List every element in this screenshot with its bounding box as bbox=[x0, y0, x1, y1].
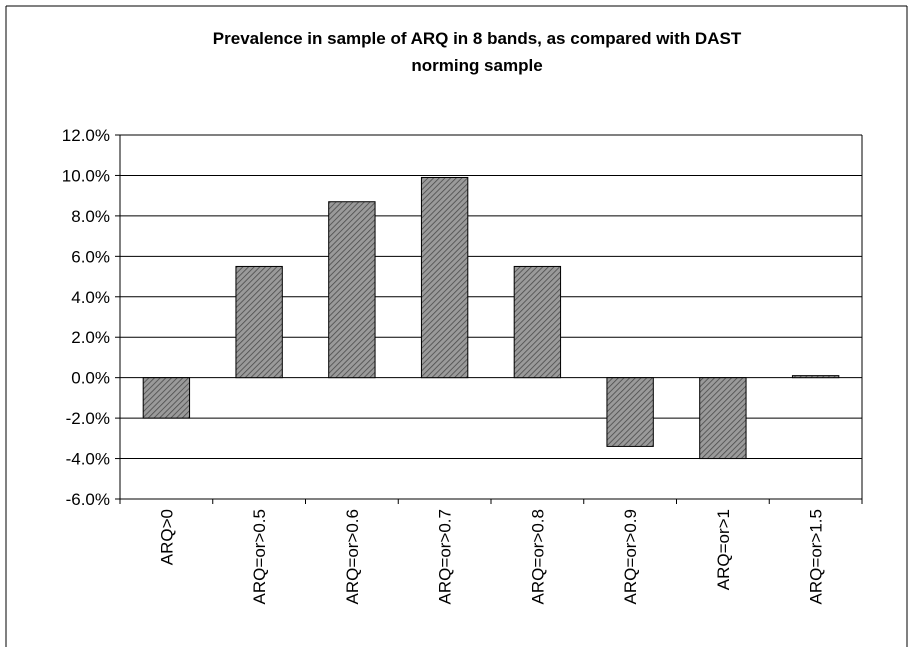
axes bbox=[115, 134, 863, 504]
x-category-label: ARQ=or>0.8 bbox=[528, 509, 547, 604]
y-tick-label: 8.0% bbox=[71, 207, 110, 226]
y-tick-label: -6.0% bbox=[66, 490, 110, 509]
y-axis-tick-labels: 12.0% 10.0% 8.0% 6.0% 4.0% 2.0% 0.0% -2.0% -4.0%… bbox=[62, 126, 110, 509]
chart-title-line-2: norming sample bbox=[411, 56, 542, 75]
y-tick-label: 10.0% bbox=[62, 166, 110, 185]
x-category-label: ARQ>0 bbox=[157, 509, 176, 565]
x-category-label: ARQ=or>0.5 bbox=[250, 509, 269, 604]
y-tick-label: -4.0% bbox=[66, 450, 110, 469]
y-tick-label: 6.0% bbox=[71, 247, 110, 266]
bar bbox=[606, 377, 654, 447]
y-tick-label: 4.0% bbox=[71, 288, 110, 307]
y-tick-label: -2.0% bbox=[66, 409, 110, 428]
bar bbox=[235, 265, 283, 379]
bars bbox=[142, 176, 840, 460]
x-category-label: ARQ=or>0.6 bbox=[343, 509, 362, 604]
bar bbox=[142, 377, 191, 419]
chart-title-line-1: Prevalence in sample of ARQ in 8 bands, … bbox=[213, 29, 742, 48]
bar bbox=[513, 265, 562, 379]
x-axis-category-labels: ARQ>0 ARQ=or>0.5 ARQ=or>0.6 ARQ=or>0.7 ARQ=o… bbox=[157, 509, 825, 604]
bar bbox=[328, 201, 376, 379]
gridlines bbox=[120, 134, 862, 500]
x-category-label: ARQ=or>0.7 bbox=[436, 509, 455, 604]
y-tick-label: 0.0% bbox=[71, 369, 110, 388]
x-category-label: ARQ=or>1.5 bbox=[807, 509, 826, 604]
y-tick-label: 12.0% bbox=[62, 126, 110, 145]
x-category-label: ARQ=or>1 bbox=[714, 509, 733, 590]
x-category-label: ARQ=or>0.9 bbox=[621, 509, 640, 604]
bar bbox=[420, 176, 469, 379]
y-tick-label: 2.0% bbox=[71, 328, 110, 347]
bar bbox=[699, 377, 747, 460]
bar bbox=[791, 375, 840, 379]
